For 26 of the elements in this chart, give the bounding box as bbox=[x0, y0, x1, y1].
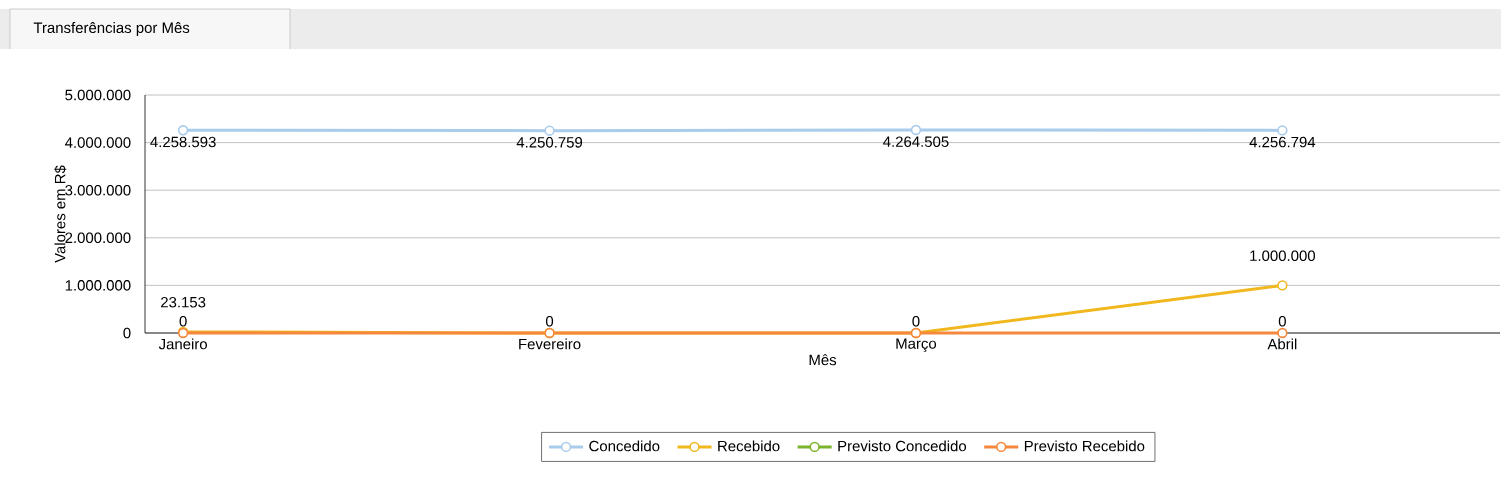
legend-label: Concedido bbox=[589, 440, 660, 452]
data-label: 0 bbox=[179, 316, 187, 327]
x-tick-label: Janeiro bbox=[158, 338, 207, 350]
y-tick-label: 2.000.000 bbox=[65, 232, 131, 244]
data-label: 4.250.759 bbox=[516, 137, 583, 148]
legend-label: Previsto Concedido bbox=[838, 440, 967, 452]
data-label: 0 bbox=[545, 316, 554, 327]
data-label: 0 bbox=[1278, 316, 1286, 327]
data-label: 1.000.000 bbox=[1250, 250, 1316, 262]
y-tick-label: 0 bbox=[123, 327, 131, 339]
y-tick-label: 5.000.000 bbox=[65, 89, 131, 101]
x-axis-title: Mês bbox=[809, 354, 837, 366]
data-label: 0 bbox=[912, 316, 920, 327]
y-tick-label: 4.000.000 bbox=[64, 137, 131, 148]
chart-title: Transferências por Mês bbox=[33, 22, 190, 36]
x-tick-label: Fevereiro bbox=[519, 338, 581, 350]
data-label: 23.153 bbox=[161, 296, 206, 308]
data-label: 4.256.794 bbox=[1249, 136, 1316, 148]
legend-label: Previsto Recebido bbox=[1024, 440, 1145, 452]
x-tick-label: Abril bbox=[1267, 338, 1297, 350]
x-tick-label: Março bbox=[896, 338, 937, 352]
y-tick-label: 3.000.000 bbox=[65, 184, 131, 196]
data-label: 4.258.593 bbox=[150, 136, 216, 148]
data-label: 4.264.505 bbox=[883, 136, 949, 147]
legend-label: Recebido bbox=[718, 440, 780, 452]
y-tick-label: 1.000.000 bbox=[65, 280, 131, 291]
